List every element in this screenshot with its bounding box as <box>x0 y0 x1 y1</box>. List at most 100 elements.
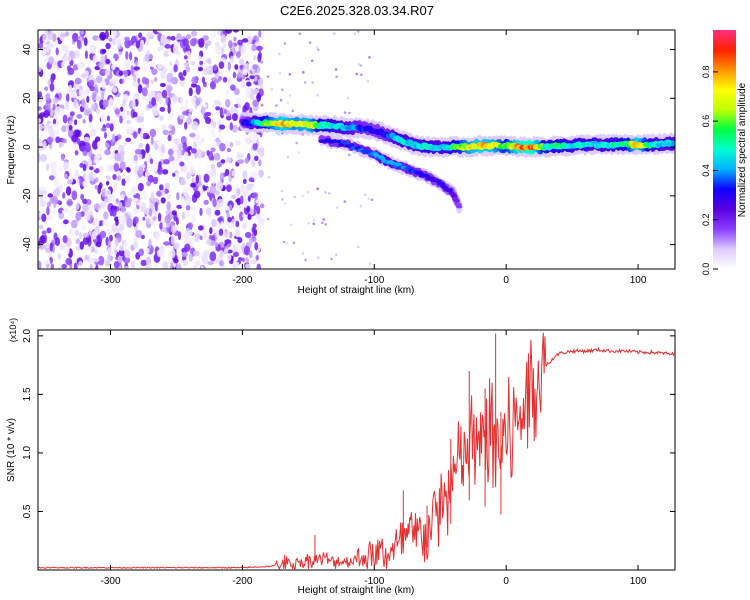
noise-cell <box>81 98 86 108</box>
noise-cell <box>46 43 50 54</box>
noise-cell <box>110 155 115 160</box>
x-tick-label: 0 <box>503 576 509 587</box>
noise-cell <box>307 222 310 225</box>
noise-cell <box>171 144 178 151</box>
noise-cell <box>304 81 307 84</box>
noise-cell <box>188 112 192 119</box>
noise-cell <box>46 136 54 144</box>
noise-cell <box>205 207 212 215</box>
noise-cell <box>202 35 209 41</box>
noise-cell <box>170 35 176 41</box>
noise-cell <box>40 153 47 162</box>
noise-cell <box>185 98 189 109</box>
noise-cell <box>225 89 229 97</box>
noise-cell <box>355 72 359 76</box>
noise-cell <box>76 39 82 49</box>
x-tick-label: -100 <box>364 576 384 587</box>
colorbar-tick-label: 0.6 <box>701 115 711 128</box>
noise-cell <box>46 163 50 171</box>
noise-cell <box>237 257 243 262</box>
noise-cell <box>165 96 169 105</box>
snr-y-axis: 0.5 1.0 1.5 2.0 <box>22 328 675 518</box>
noise-cell <box>74 119 78 126</box>
noise-cell <box>97 234 101 244</box>
noise-cell <box>115 218 119 226</box>
noise-cell <box>146 181 152 187</box>
noise-cell <box>152 263 158 269</box>
noise-cell <box>172 159 179 170</box>
noise-cell <box>119 245 124 252</box>
noise-cell <box>297 151 301 154</box>
noise-cell <box>145 256 151 266</box>
noise-cell <box>80 30 85 35</box>
noise-cell <box>164 44 172 49</box>
noise-cell <box>133 154 138 162</box>
noise-cell <box>203 173 210 183</box>
y-tick-label: 2.0 <box>22 328 33 342</box>
noise-cell <box>182 142 188 151</box>
noise-cell <box>191 177 195 185</box>
noise-cell <box>75 102 80 110</box>
noise-cell <box>231 113 238 122</box>
noise-cell <box>163 241 171 246</box>
y-tick-label: -20 <box>22 188 33 203</box>
noise-cell <box>75 246 82 251</box>
noise-cell <box>184 243 191 252</box>
noise-cell <box>231 170 236 177</box>
noise-cell <box>124 36 130 41</box>
noise-cell <box>67 179 73 185</box>
noise-cell <box>65 124 69 133</box>
noise-cell <box>39 195 43 203</box>
noise-cell <box>239 195 244 205</box>
noise-cell <box>163 159 170 165</box>
noise-cell <box>46 227 52 234</box>
heatmap-noise <box>38 30 374 269</box>
noise-cell <box>210 147 216 153</box>
noise-cell <box>324 223 328 226</box>
noise-cell <box>119 78 123 84</box>
noise-cell <box>242 178 247 184</box>
noise-cell <box>109 234 113 242</box>
noise-cell <box>260 61 264 64</box>
noise-cell <box>45 93 51 101</box>
noise-cell <box>64 101 70 110</box>
noise-cell <box>252 99 259 107</box>
noise-cell <box>235 261 240 269</box>
noise-cell <box>147 104 154 109</box>
noise-cell <box>225 30 233 34</box>
noise-cell <box>92 54 98 64</box>
noise-cell <box>254 75 258 82</box>
noise-cell <box>212 177 216 186</box>
noise-cell <box>255 254 259 261</box>
noise-cell <box>92 171 97 179</box>
noise-cell <box>150 91 156 96</box>
noise-cell <box>190 38 197 47</box>
noise-cell <box>112 57 116 67</box>
noise-cell <box>63 219 69 225</box>
noise-cell <box>47 30 54 40</box>
noise-cell <box>98 182 103 190</box>
noise-cell <box>112 174 117 180</box>
noise-cell <box>315 46 319 49</box>
noise-cell <box>145 247 150 254</box>
noise-cell <box>217 217 223 222</box>
noise-cell <box>249 208 254 216</box>
noise-cell <box>234 140 241 146</box>
noise-cell <box>61 209 68 214</box>
noise-cell <box>38 66 42 72</box>
noise-cell <box>105 175 111 180</box>
noise-cell <box>306 190 310 194</box>
noise-cell <box>283 42 287 45</box>
noise-cell <box>73 82 78 90</box>
colorbar-tick-label: 0.8 <box>701 66 711 79</box>
noise-cell <box>125 51 129 60</box>
noise-cell <box>241 213 248 219</box>
noise-cell <box>220 159 226 164</box>
noise-cell <box>67 55 72 62</box>
y-tick-label: 40 <box>22 44 33 56</box>
noise-cell <box>65 257 73 266</box>
noise-cell <box>94 84 98 92</box>
noise-cell <box>222 76 228 83</box>
noise-cell <box>281 198 284 201</box>
noise-cell <box>185 44 190 52</box>
